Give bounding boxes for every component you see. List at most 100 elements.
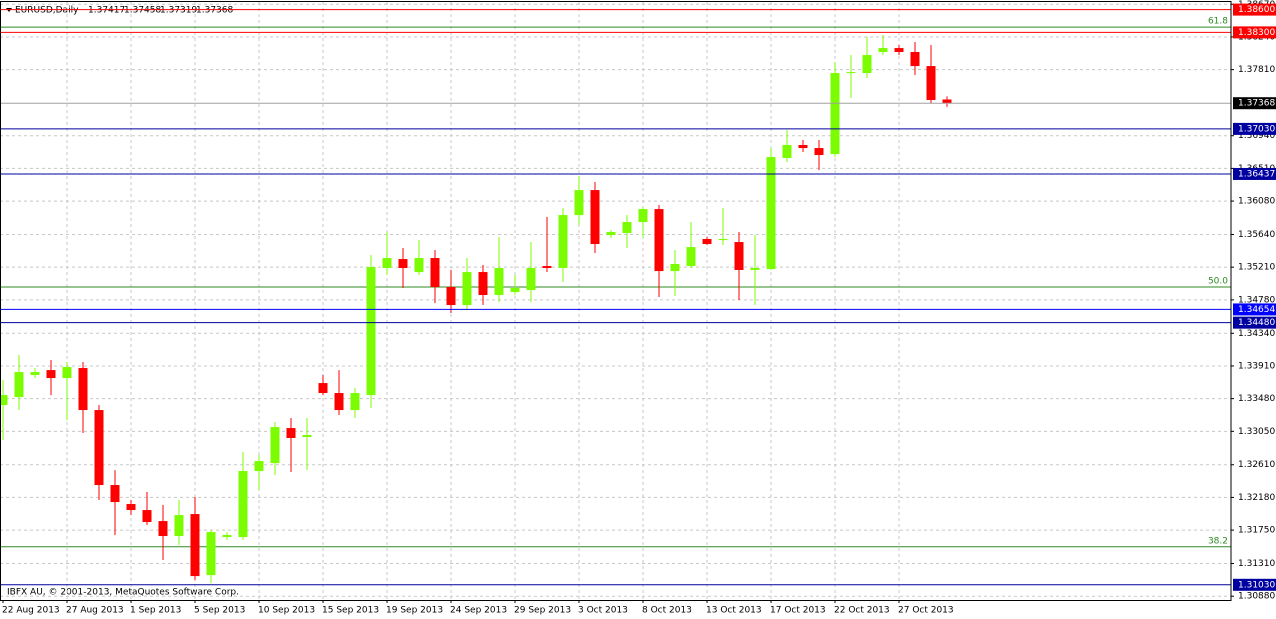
candle-body [414,257,424,273]
candle-body [206,532,216,576]
candle-body [334,393,344,411]
candle-body [494,268,504,295]
candle-body [174,515,184,537]
candle-body [558,215,568,269]
fib-label: 38.2 [1208,536,1228,546]
candle-body [462,272,472,306]
y-tick-label: 1.32610 [1238,460,1275,470]
y-tick-label: 1.30880 [1238,592,1275,602]
candle-body [398,259,408,269]
x-tick-label: 27 Oct 2013 [898,606,954,616]
candle-body [638,209,648,223]
header-close: 1.37368 [196,6,233,16]
candle-body [318,383,328,394]
candle-body [430,257,440,288]
candle-body [718,238,728,241]
x-tick-label: 10 Sep 2013 [258,606,315,616]
current-price-label: 1.37368 [1238,99,1275,109]
candle-body [654,209,664,272]
fib-label: 61.8 [1208,17,1228,27]
candle-body [78,368,88,411]
y-tick-label: 1.31310 [1238,559,1275,569]
candle-body [350,393,360,411]
x-tick-label: 22 Oct 2013 [834,606,890,616]
level-label: 1.36437 [1238,169,1275,179]
x-tick-label: 13 Oct 2013 [706,606,762,616]
candle-body [798,145,808,149]
candle-body [526,268,536,291]
candle-body [926,66,936,101]
candle-body [766,157,776,270]
header-high: 1.37458 [124,6,161,16]
chart-title: EURUSD,Daily [15,6,79,16]
candle-body [46,370,56,379]
candle-body [750,268,760,270]
candle-body [574,190,584,216]
candle-body [942,99,952,104]
header-low: 1.37319 [160,6,197,16]
candle-body [622,222,632,233]
candle-body [238,471,248,538]
candle-body [270,427,280,464]
candle-body [830,73,840,155]
candle-body [30,372,40,376]
y-tick-label: 1.31750 [1238,526,1275,536]
level-label-box [1233,3,1276,16]
candle-body [862,55,872,74]
x-tick-label: 17 Oct 2013 [770,606,826,616]
y-tick-label: 1.33050 [1238,427,1275,437]
level-label-box [1233,122,1276,135]
candle-body [126,504,136,511]
y-tick-label: 1.37810 [1238,65,1275,75]
candle-body [686,247,696,267]
candle-body [510,288,520,293]
candle-body [62,367,72,379]
candle-body [542,266,552,269]
y-tick-label: 1.35210 [1238,263,1275,273]
level-label-box [1233,578,1276,591]
level-label: 1.37030 [1238,124,1275,134]
x-tick-label: 22 Aug 2013 [2,606,60,616]
candle-body [190,514,200,577]
level-label-box [1233,167,1276,180]
candle-body [910,51,920,67]
candle-body [894,48,904,52]
y-tick-label: 1.32180 [1238,493,1275,503]
candle-body [814,148,824,156]
x-tick-label: 1 Sep 2013 [130,606,181,616]
candle-body [254,461,264,472]
y-tick-label: 1.34340 [1238,329,1275,339]
level-label: 1.38300 [1238,28,1275,38]
candle-body [878,48,888,52]
candle-body [158,521,168,537]
candle-body [382,257,392,269]
current-price-box [1233,97,1276,110]
candle-body [142,510,152,523]
header-open: 1.37417 [88,6,125,16]
candle-body [846,72,856,74]
x-tick-label: 24 Sep 2013 [450,606,507,616]
candle-body [366,267,376,396]
candle-body [110,485,120,503]
x-tick-label: 19 Sep 2013 [386,606,443,616]
plot-frame [0,1,1232,601]
fib-label: 50.0 [1208,276,1228,286]
candle-body [446,287,456,306]
candle-body [606,232,616,236]
candle-body [286,428,296,439]
level-label: 1.31030 [1238,580,1275,590]
x-tick-label: 15 Sep 2013 [322,606,379,616]
level-label: 1.34480 [1238,318,1275,328]
x-tick-label: 27 Aug 2013 [66,606,124,616]
candle-body [0,395,8,406]
level-label-box [1233,316,1276,329]
candle-body [222,535,232,538]
y-tick-label: 1.33480 [1238,394,1275,404]
candle-body [14,372,24,398]
candle-body [302,435,312,438]
y-tick-label: 1.33910 [1238,361,1275,371]
candle-body [782,145,792,158]
x-tick-label: 5 Sep 2013 [194,606,245,616]
y-tick-label: 1.36940 [1238,131,1275,141]
